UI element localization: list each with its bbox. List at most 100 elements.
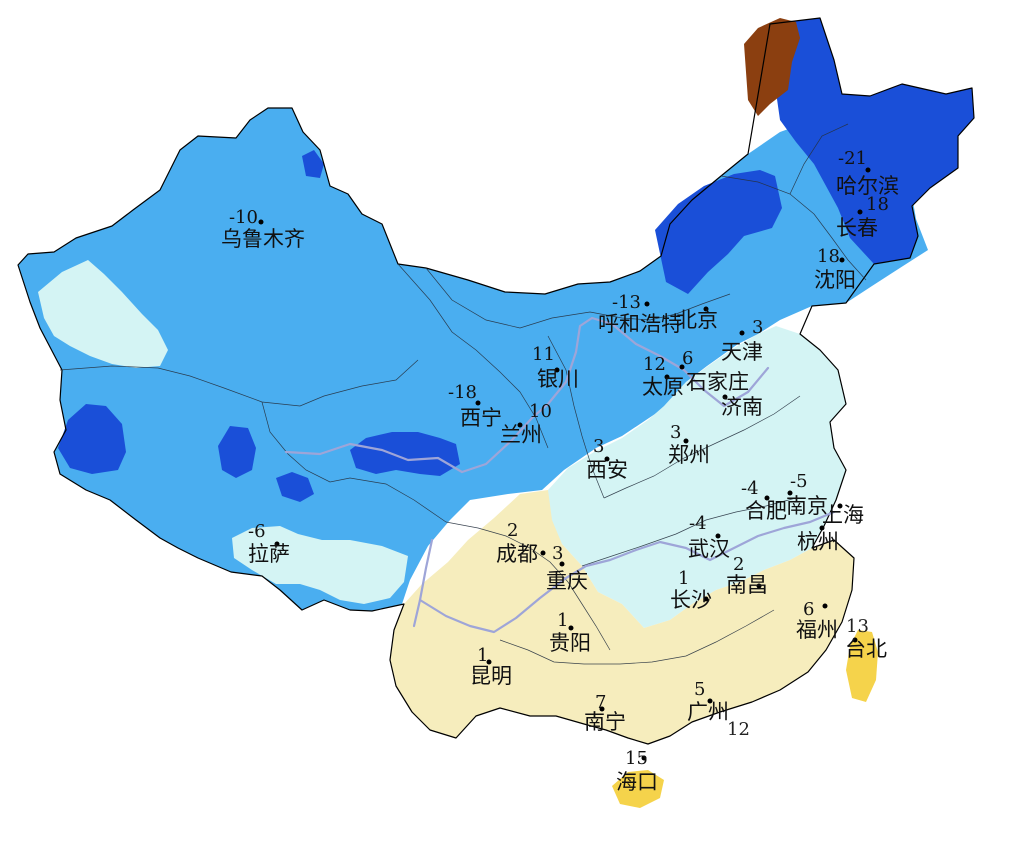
city-marker-haerbin: -21 哈尔滨 — [836, 148, 899, 198]
city-marker-fuzhou: 6 福州 — [796, 599, 838, 642]
south-border — [499, 609, 775, 665]
city-marker-jinan: 济南 — [721, 394, 763, 419]
svg-text:昆明: 昆明 — [470, 664, 512, 688]
svg-text:台北: 台北 — [845, 637, 887, 661]
city-marker-shenyang: 18 沈阳 — [814, 246, 856, 292]
svg-text:长春: 长春 — [836, 216, 878, 240]
svg-text:拉萨: 拉萨 — [248, 542, 290, 566]
city-marker-changsha: 1 长沙 — [670, 568, 712, 612]
taiwan-warm-zone — [846, 630, 878, 702]
svg-text:西宁: 西宁 — [460, 406, 502, 430]
city-marker-guangzhou: 5 广州 — [687, 679, 729, 724]
svg-text:成都: 成都 — [496, 542, 538, 566]
svg-text:-21: -21 — [838, 148, 867, 169]
svg-text:2: 2 — [733, 554, 744, 575]
svg-text:-5: -5 — [790, 471, 808, 492]
svg-text:1: 1 — [557, 610, 568, 631]
svg-text:3: 3 — [593, 436, 604, 457]
city-marker-guiyang: 1 贵阳 — [549, 610, 591, 655]
city-marker-nanchang: 2 南昌 — [726, 554, 768, 597]
svg-text:上海: 上海 — [822, 503, 864, 527]
svg-text:7: 7 — [595, 692, 606, 713]
svg-text:海口: 海口 — [616, 770, 658, 794]
city-marker-chengdu: 2 成都 — [496, 520, 546, 566]
svg-text:2: 2 — [507, 520, 518, 541]
svg-text:13: 13 — [846, 616, 869, 637]
city-marker-haikou: 15 海口 — [616, 748, 658, 794]
svg-text:南宁: 南宁 — [584, 710, 626, 734]
northeast-border-2 — [789, 123, 849, 195]
svg-text:-10: -10 — [229, 207, 258, 228]
xinjiang-small-deep-cold-zone — [302, 150, 324, 178]
svg-text:长沙: 长沙 — [670, 588, 712, 612]
svg-text:12: 12 — [643, 354, 666, 375]
svg-text:太原: 太原 — [642, 375, 684, 399]
qinghai-border — [261, 401, 447, 523]
svg-text:-6: -6 — [248, 521, 266, 542]
city-marker-hefei: -4 合肥 — [741, 478, 787, 523]
northeast-border — [720, 175, 867, 281]
city-marker-yinchuan: 11 银川 — [532, 344, 579, 391]
far-northeast-deep-cold-zone — [770, 18, 974, 264]
city-marker-nanning: 7 南宁 — [584, 692, 626, 734]
svg-text:石家庄: 石家庄 — [686, 370, 749, 394]
svg-text:6: 6 — [803, 599, 814, 620]
central-border-1 — [603, 395, 801, 499]
city-marker-xining: -18 西宁 — [448, 382, 502, 430]
hainan-warm-zone — [612, 770, 664, 808]
svg-text:5: 5 — [694, 679, 705, 700]
tibet-small-deep-cold-zone — [276, 472, 314, 502]
central-border-2 — [581, 497, 797, 567]
city-marker-wulumuqi: -10 乌鲁木齐 — [221, 207, 305, 251]
tibet-center-deep-cold-zone — [218, 426, 256, 478]
city-marker-beijing: 北京 — [676, 306, 718, 332]
svg-text:-13: -13 — [612, 292, 641, 313]
svg-text:重庆: 重庆 — [546, 569, 588, 593]
city-marker-shanghai: 上海 — [822, 503, 864, 527]
svg-text:1: 1 — [477, 645, 488, 666]
city-marker-zhengzhou: 3 郑州 — [668, 422, 710, 467]
svg-text:贵阳: 贵阳 — [549, 631, 591, 655]
city-marker-shijiazhuang: 6 石家庄 — [679, 348, 749, 394]
svg-text:济南: 济南 — [721, 395, 763, 419]
svg-text:3: 3 — [670, 422, 681, 443]
svg-text:郑州: 郑州 — [668, 443, 710, 467]
svg-text:天津: 天津 — [721, 340, 763, 364]
city-marker-nanjing: -5 南京 — [786, 471, 828, 518]
city-marker-xian: 3 西安 — [586, 436, 628, 482]
tibet-west-deep-cold-zone — [58, 404, 126, 474]
city-marker-lasa: -6 拉萨 — [248, 521, 290, 566]
svg-text:南昌: 南昌 — [726, 573, 768, 597]
national-outline — [17, 17, 975, 745]
svg-text:10: 10 — [529, 401, 552, 422]
svg-text:3: 3 — [552, 543, 563, 564]
svg-text:兰州: 兰州 — [500, 423, 542, 447]
svg-text:西安: 西安 — [586, 458, 628, 482]
svg-text:1: 1 — [678, 568, 689, 589]
yangtze-river — [418, 510, 836, 634]
city-marker-hangzhou: 杭州 — [797, 525, 839, 554]
inner-mongolia-border — [425, 267, 731, 329]
svg-text:呼和浩特: 呼和浩特 — [598, 312, 682, 336]
svg-text:合肥: 合肥 — [745, 499, 787, 523]
city-marker-tianjin: 3 天津 — [721, 317, 763, 364]
svg-text:广州: 广州 — [687, 700, 729, 724]
rivers — [284, 316, 836, 634]
svg-text:-18: -18 — [448, 382, 477, 403]
svg-text:18: 18 — [866, 194, 889, 215]
svg-text:哈尔滨: 哈尔滨 — [836, 174, 899, 198]
yellow-river — [284, 316, 770, 474]
svg-text:11: 11 — [532, 344, 555, 365]
city-marker-huhehaote: -13 呼和浩特 — [598, 292, 682, 336]
svg-text:3: 3 — [752, 317, 763, 338]
svg-text:18: 18 — [817, 246, 840, 267]
svg-text:沈阳: 沈阳 — [814, 268, 856, 292]
qinghai-deep-cold-zone — [350, 432, 460, 476]
province-borders — [17, 17, 975, 745]
svg-text:乌鲁木齐: 乌鲁木齐 — [221, 227, 305, 251]
xinjiang-basin-pale-zone — [38, 260, 168, 368]
city-marker-chongqing: 3 重庆 — [546, 543, 588, 593]
svg-text:-4: -4 — [689, 513, 707, 534]
city-marker-kunming: 1 昆明 — [470, 645, 512, 688]
svg-text:福州: 福州 — [796, 618, 838, 642]
